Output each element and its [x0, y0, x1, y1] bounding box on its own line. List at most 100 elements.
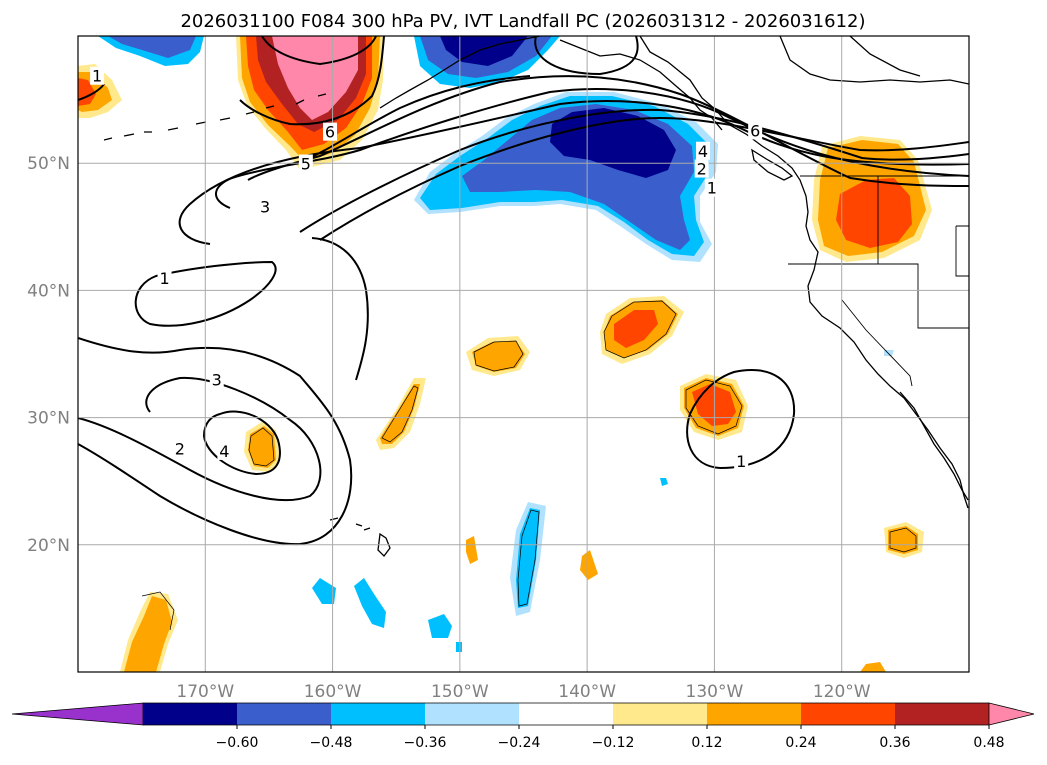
contour-label-bg: [704, 178, 719, 197]
latitude-ticks: 50°N 40°N 30°N 20°N: [27, 154, 70, 556]
pv-positive-region: [888, 526, 918, 554]
state-border: [955, 225, 969, 277]
colorbar-segment: [707, 703, 802, 725]
colorbar-segment: [143, 703, 238, 725]
gridlines: [78, 36, 969, 672]
pv-positive-region: [124, 596, 172, 672]
contour-line: [78, 337, 353, 546]
contour-line: [215, 88, 969, 209]
colorbar-tick-label: 0.48: [973, 735, 1004, 751]
contour-label-bg: [217, 441, 232, 460]
colorbar: −0.60 −0.48 −0.36 −0.24 −0.12 0.12 0.24 0.36 0.4…: [11, 702, 1035, 751]
contour-line: [78, 376, 322, 502]
pv-positive-region: [248, 426, 276, 468]
pv-negative-region: [428, 614, 452, 638]
ivt-contours: [78, 36, 969, 546]
pv-negative-region: [660, 478, 668, 486]
contour-line: [299, 108, 969, 233]
pv-positive-region: [836, 178, 912, 248]
contour-label: 4: [698, 142, 708, 161]
contour-label: 2: [175, 439, 185, 458]
colorbar-segment: [895, 703, 990, 725]
lon-tick-label: 130°W: [686, 682, 744, 702]
contour-label-bg: [748, 121, 763, 140]
baja-california: [899, 391, 969, 501]
lon-tick-label: 170°W: [176, 682, 234, 702]
pv-positive-region: [466, 536, 478, 564]
contour-label: 2: [697, 160, 707, 179]
lon-tick-label: 120°W: [813, 682, 871, 702]
lon-tick-label: 160°W: [304, 682, 362, 702]
north-coast: [779, 36, 969, 85]
vancouver-island: [751, 148, 794, 181]
contour-line: [686, 368, 796, 470]
pv-negative-region: [354, 578, 386, 628]
lat-tick-label: 20°N: [27, 536, 70, 556]
colorbar-tick-label: −0.36: [404, 735, 447, 751]
colorbar-tick-label: −0.60: [216, 735, 259, 751]
lon-tick-label: 140°W: [558, 682, 616, 702]
contour-label-bg: [323, 122, 338, 141]
colorbar-tick-label: −0.48: [310, 735, 353, 751]
contour-line: [247, 75, 969, 187]
contour-label-bg: [298, 154, 313, 173]
contour-label: 1: [159, 269, 169, 288]
coastlines: [103, 36, 969, 557]
contour-line: [78, 83, 105, 101]
colorbar-tick-label: 0.24: [785, 735, 816, 751]
colorbar-segment: [425, 703, 520, 725]
contour-line: [534, 36, 639, 76]
contour-label: 1: [92, 67, 102, 86]
contour-label: 1: [736, 452, 746, 471]
contour-label: 3: [260, 198, 270, 217]
lon-tick-label: 150°W: [431, 682, 489, 702]
pv-negative-region: [516, 508, 540, 608]
colorbar-tick-label: −0.12: [592, 735, 635, 751]
contour-line: [134, 260, 277, 327]
pv-positive-region: [580, 550, 598, 580]
contour-label: 3: [212, 371, 222, 390]
colorbar-segment: [801, 703, 896, 725]
pv-positive-region: [860, 662, 886, 672]
contour-label: 4: [219, 442, 229, 461]
hawaii-islands: [329, 517, 391, 557]
chart-title: 2026031100 F084 300 hPa PV, IVT Landfall…: [180, 11, 865, 32]
contour-label-bg: [172, 439, 187, 458]
colorbar-segment: [613, 703, 708, 725]
colorbar-segment: [237, 703, 332, 725]
contour-label-bg: [695, 141, 710, 160]
contour-line: [239, 36, 385, 126]
state-border: [788, 263, 969, 329]
gulf-of-alaska-coast: [559, 39, 641, 61]
pv-negative-region: [108, 36, 196, 58]
alaska-coast: [379, 36, 541, 109]
pv-negative-region: [456, 642, 462, 652]
political-borders: [788, 175, 969, 387]
alaska-panhandle: [639, 59, 723, 131]
contour-label-bg: [258, 197, 273, 216]
pv-negative-region: [312, 578, 336, 604]
lat-tick-label: 30°N: [27, 409, 70, 429]
state-border: [841, 299, 913, 387]
contour-label: 1: [707, 179, 717, 198]
pv-positive-region: [614, 310, 658, 348]
colorbar-tick-label: 0.36: [879, 735, 910, 751]
contour-line: [299, 75, 531, 163]
aleutian-islands: [103, 93, 327, 141]
colorbar-segment: [519, 703, 614, 725]
colorbar-tick-label: 0.12: [691, 735, 722, 751]
colorbar-frame: [143, 702, 989, 726]
longitude-ticks: 170°W 160°W 150°W 140°W 130°W 120°W: [176, 682, 870, 702]
contour-line: [319, 116, 969, 241]
contour-line: [178, 100, 969, 245]
contour-label-bg: [734, 452, 749, 471]
pv-positive-region: [380, 384, 420, 444]
colorbar-tick-label: −0.24: [498, 735, 541, 751]
colorbar-extend-low: [11, 702, 144, 726]
contour-label-bg: [209, 370, 224, 389]
contour-label-bg: [694, 159, 709, 178]
contour-line: [261, 36, 377, 66]
